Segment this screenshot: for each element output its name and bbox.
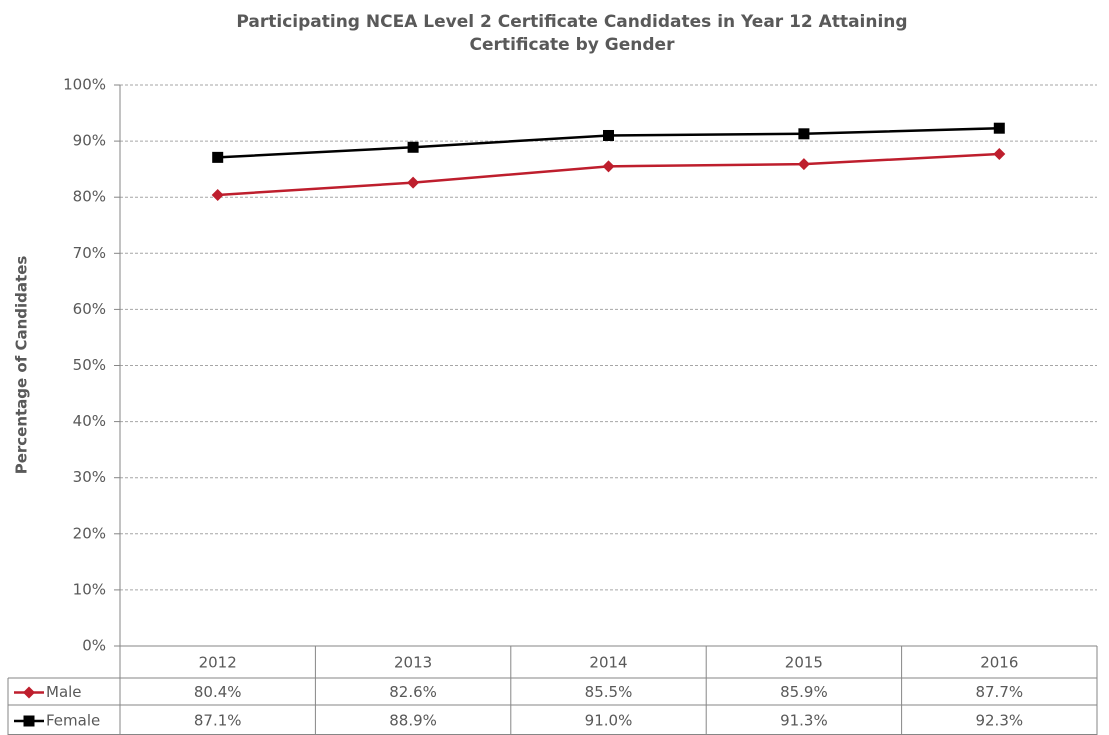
marker [797, 158, 810, 171]
data-label: 92.3% [975, 712, 1023, 730]
marker [603, 129, 614, 141]
x-tick-label: 2014 [589, 654, 627, 672]
chart-title: Participating NCEA Level 2 Certificate C… [236, 12, 907, 32]
data-label: 87.1% [194, 712, 242, 730]
chart-title: Certificate by Gender [470, 35, 676, 55]
data-label: 91.0% [585, 712, 633, 730]
marker [993, 122, 1005, 134]
y-tick-label: 70% [73, 244, 106, 262]
data-label: 91.3% [780, 712, 828, 730]
x-tick-label: 2013 [394, 654, 432, 672]
legend-label: Male [46, 683, 82, 701]
marker [602, 160, 615, 173]
data-label: 82.6% [389, 683, 437, 701]
x-tick-label: 2015 [785, 654, 823, 672]
legend-label: Female [46, 712, 100, 730]
x-tick-label: 2012 [199, 654, 237, 672]
marker [407, 141, 419, 153]
y-tick-label: 80% [73, 188, 106, 206]
y-tick-label: 100% [63, 76, 106, 94]
y-tick-label: 50% [73, 356, 106, 374]
series-line [217, 152, 1000, 197]
y-tick-label: 60% [73, 300, 106, 318]
y-tick-label: 90% [73, 132, 106, 150]
data-label: 87.7% [975, 683, 1023, 701]
data-label: 80.4% [194, 683, 242, 701]
marker [993, 148, 1006, 161]
data-label: 85.9% [780, 683, 828, 701]
marker [211, 188, 224, 201]
x-tick-label: 2016 [980, 654, 1018, 672]
marker [23, 686, 35, 699]
data-label: 88.9% [389, 712, 437, 730]
y-tick-label: 30% [73, 468, 106, 486]
data-label: 85.5% [585, 683, 633, 701]
marker [23, 715, 35, 727]
y-tick-label: 20% [73, 524, 106, 542]
y-tick-label: 0% [82, 637, 106, 655]
marker [407, 176, 420, 189]
marker [212, 151, 224, 163]
y-axis-title: Percentage of Candidates [13, 256, 31, 475]
y-tick-label: 40% [73, 412, 106, 430]
marker [798, 128, 810, 140]
y-tick-label: 10% [73, 580, 106, 598]
